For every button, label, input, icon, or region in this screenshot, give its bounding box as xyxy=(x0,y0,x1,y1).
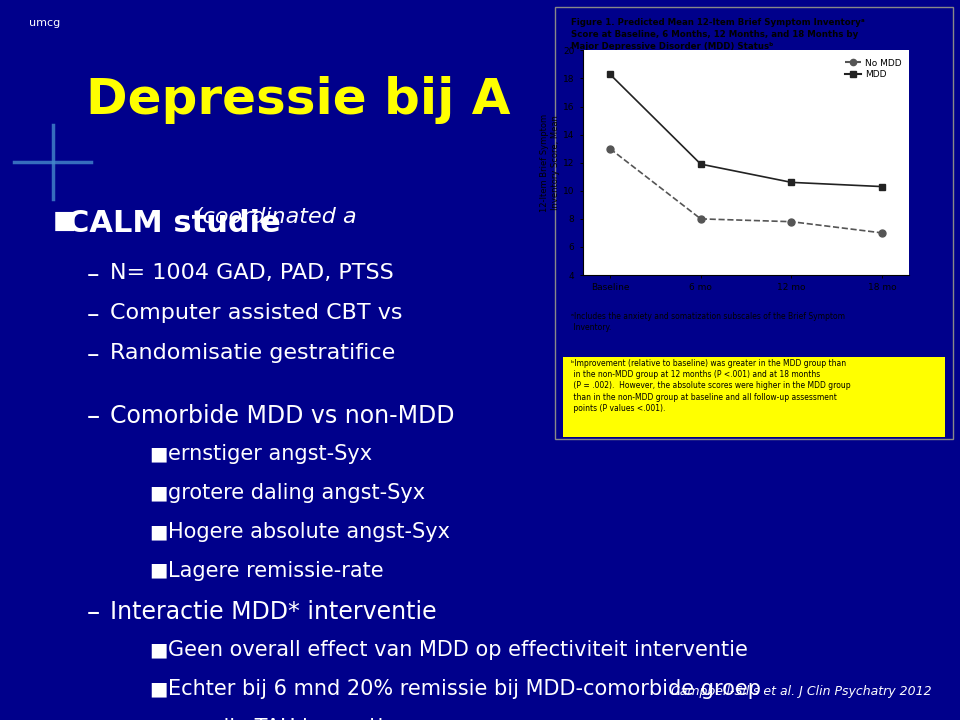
Text: ernstiger angst-Syx: ernstiger angst-Syx xyxy=(168,444,372,464)
Text: –: – xyxy=(86,404,100,430)
Text: Campbell-Sills et al. J Clin Psychatry 2012: Campbell-Sills et al. J Clin Psychatry 2… xyxy=(671,685,931,698)
Text: ᵇImprovement (relative to baseline) was greater in the MDD group than
 in the no: ᵇImprovement (relative to baseline) was … xyxy=(571,359,851,413)
Y-axis label: 12-Item Brief Symptom
Inventory Score, Mean: 12-Item Brief Symptom Inventory Score, M… xyxy=(540,114,560,212)
Text: –: – xyxy=(86,600,100,626)
Text: Geen overall effect van MDD op effectiviteit interventie: Geen overall effect van MDD op effectivi… xyxy=(168,640,748,660)
Text: N= 1004 GAD, PAD, PTSS: N= 1004 GAD, PAD, PTSS xyxy=(110,263,395,283)
Text: (coordinated a: (coordinated a xyxy=(194,207,356,227)
Text: Depressie bij A: Depressie bij A xyxy=(86,76,511,124)
Text: Comorbide MDD vs non-MDD: Comorbide MDD vs non-MDD xyxy=(110,404,455,428)
Text: ■: ■ xyxy=(53,209,77,233)
Text: –: – xyxy=(86,343,99,367)
Text: –: – xyxy=(86,303,99,327)
Text: ■: ■ xyxy=(149,522,167,541)
Text: Interactie MDD* interventie: Interactie MDD* interventie xyxy=(110,600,437,624)
FancyBboxPatch shape xyxy=(563,357,946,437)
Legend: No MDD, MDD: No MDD, MDD xyxy=(841,55,905,83)
Text: ■: ■ xyxy=(149,679,167,698)
Text: umcg: umcg xyxy=(29,18,60,28)
Text: Lagere remissie-rate: Lagere remissie-rate xyxy=(168,561,384,581)
Text: Computer assisted CBT vs: Computer assisted CBT vs xyxy=(110,303,403,323)
Text: Hogere absolute angst-Syx: Hogere absolute angst-Syx xyxy=(168,522,450,542)
Text: CALM studie: CALM studie xyxy=(67,209,292,238)
Text: Echter bij 6 mnd 20% remissie bij MDD-comorbide groep: Echter bij 6 mnd 20% remissie bij MDD-co… xyxy=(168,679,761,699)
Text: die TAU kreeg !!: die TAU kreeg !! xyxy=(216,718,385,720)
Text: Figure 1. Predicted Mean 12-Item Brief Symptom Inventoryᵃ
Score at Baseline, 6 M: Figure 1. Predicted Mean 12-Item Brief S… xyxy=(571,18,865,50)
Text: Randomisatie gestratifice: Randomisatie gestratifice xyxy=(110,343,396,364)
Text: grotere daling angst-Syx: grotere daling angst-Syx xyxy=(168,483,425,503)
Text: –: – xyxy=(86,263,99,287)
Text: ᵃIncludes the anxiety and somatization subscales of the Brief Symptom
 Inventory: ᵃIncludes the anxiety and somatization s… xyxy=(571,312,845,332)
Text: ■: ■ xyxy=(149,483,167,502)
Text: ■: ■ xyxy=(149,561,167,580)
Text: ■: ■ xyxy=(149,640,167,659)
Text: ■: ■ xyxy=(149,444,167,463)
